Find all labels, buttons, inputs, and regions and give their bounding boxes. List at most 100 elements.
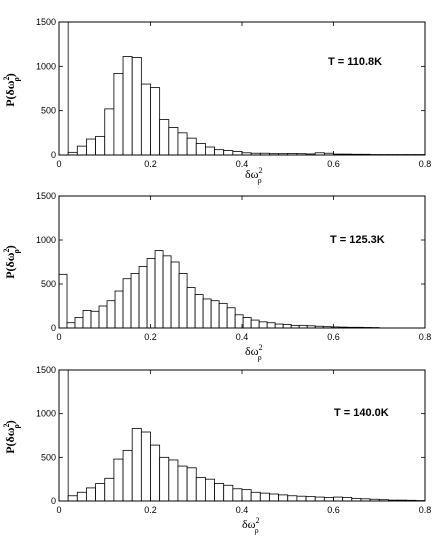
histogram-bar bbox=[150, 87, 161, 156]
x-tick-label: 0.8 bbox=[419, 332, 432, 342]
y-tick-label: 1000 bbox=[36, 409, 56, 419]
x-tick-label: 0.6 bbox=[327, 505, 340, 515]
x-tick-label: 0.4 bbox=[236, 505, 249, 515]
y-label-sup: 2 bbox=[2, 248, 11, 252]
y-tick-label: 1500 bbox=[36, 17, 56, 27]
y-label-sub: ρ bbox=[12, 77, 21, 81]
temperature-annotation: T = 125.3K bbox=[330, 234, 385, 246]
histogram-bar bbox=[223, 484, 234, 502]
x-tick-label: 0 bbox=[56, 332, 61, 342]
histogram-bar bbox=[131, 57, 142, 156]
histogram-bar bbox=[226, 307, 236, 329]
y-label-base: δω bbox=[3, 80, 17, 95]
x-label-base: δω bbox=[242, 517, 256, 531]
histogram-bar bbox=[278, 494, 289, 502]
y-label-suffix: ) bbox=[3, 73, 17, 77]
histogram-bar bbox=[218, 302, 228, 329]
histogram-bar bbox=[178, 273, 188, 329]
temperature-annotation: T = 110.8K bbox=[328, 56, 382, 68]
y-tick-label: 1500 bbox=[36, 365, 56, 375]
histogram-bar bbox=[58, 21, 69, 156]
histogram-bar bbox=[342, 497, 353, 502]
histogram-bar bbox=[98, 305, 108, 329]
histogram-bar bbox=[162, 255, 172, 329]
histogram-bar bbox=[168, 127, 179, 156]
histogram-bar bbox=[214, 483, 225, 502]
histogram-bar bbox=[95, 483, 106, 502]
histogram-bar bbox=[82, 309, 92, 329]
histogram-bar bbox=[90, 310, 100, 329]
histogram-bar bbox=[250, 319, 260, 329]
histogram-bar bbox=[170, 261, 180, 329]
histogram-panel-125-3k: T = 125.3K δω2 ρ P(δω2ρ) 0 0.2 0.4 0.6 0.8050… bbox=[2, 191, 431, 362]
histogram-bar bbox=[323, 497, 334, 502]
histogram-bar bbox=[58, 273, 68, 329]
x-tick-label: 0 bbox=[56, 159, 61, 169]
histogram-bar bbox=[282, 324, 292, 329]
x-label-base: δω bbox=[245, 344, 259, 358]
histogram-bar bbox=[204, 146, 215, 156]
y-tick-label: 500 bbox=[41, 106, 56, 116]
histogram-bar bbox=[177, 132, 188, 156]
histogram-bar bbox=[86, 487, 96, 502]
x-axis-label: δω2 ρ bbox=[245, 166, 263, 185]
histogram-panel-140-0k: T = 140.0K δω2 ρ P(δω2ρ) 0 0.2 0.4 0.6 0.8050… bbox=[2, 365, 431, 535]
y-label-prefix: P( bbox=[3, 442, 17, 453]
x-axis-label: δω2 ρ bbox=[245, 343, 263, 362]
histogram-bar bbox=[333, 496, 344, 502]
histogram-bar bbox=[241, 489, 252, 502]
histogram-bar bbox=[168, 459, 179, 502]
histogram-bar bbox=[113, 458, 124, 502]
histogram-bar bbox=[67, 495, 78, 502]
histogram-bar bbox=[202, 298, 212, 329]
y-tick-label: 1500 bbox=[36, 191, 56, 201]
y-axis-label: P(δω2ρ) bbox=[2, 420, 21, 454]
x-label-sup: 2 bbox=[259, 166, 263, 175]
histogram-bar bbox=[305, 496, 316, 502]
y-label-sub: ρ bbox=[12, 249, 21, 253]
histogram-bar bbox=[113, 73, 124, 156]
histogram-bar bbox=[186, 287, 196, 329]
histogram-bar bbox=[223, 150, 234, 156]
y-label-base: δω bbox=[3, 427, 17, 442]
histogram-bar bbox=[194, 294, 204, 329]
y-label-sup: 2 bbox=[2, 76, 11, 80]
histogram-bar bbox=[122, 278, 132, 329]
y-label-base: δω bbox=[3, 252, 17, 267]
histogram-bar bbox=[138, 265, 148, 329]
histogram-bar bbox=[131, 428, 142, 502]
x-label-sup: 2 bbox=[259, 343, 263, 352]
x-tick-label: 0.2 bbox=[144, 505, 157, 515]
y-label-suffix: ) bbox=[3, 245, 17, 249]
histogram-bar bbox=[122, 449, 133, 502]
y-label-prefix: P( bbox=[3, 95, 17, 106]
x-label-base: δω bbox=[245, 167, 259, 181]
histogram-bar bbox=[122, 56, 133, 156]
x-tick-label: 0.6 bbox=[327, 332, 340, 342]
y-tick-label: 1000 bbox=[36, 235, 56, 245]
histogram-bar bbox=[266, 322, 276, 329]
histogram-bar bbox=[76, 145, 87, 156]
histogram-bar bbox=[95, 135, 106, 156]
histogram-bar bbox=[104, 477, 115, 502]
x-axis-label: δω2 ρ bbox=[242, 516, 260, 535]
histogram-bar bbox=[287, 495, 298, 502]
x-tick-label: 0.4 bbox=[236, 159, 249, 169]
histogram-bar bbox=[159, 456, 170, 502]
y-tick-label: 500 bbox=[41, 279, 56, 289]
y-label-sub: ρ bbox=[12, 424, 21, 428]
histogram-bar bbox=[177, 465, 188, 502]
histogram-bar bbox=[195, 143, 206, 156]
histogram-bar bbox=[214, 149, 225, 156]
histogram-bar bbox=[210, 300, 220, 329]
y-axis-label: P(δω2ρ) bbox=[2, 73, 21, 107]
histogram-bar bbox=[106, 300, 116, 329]
y-tick-label: 500 bbox=[41, 452, 56, 462]
y-tick-label: 0 bbox=[51, 496, 56, 506]
y-label-sup: 2 bbox=[2, 423, 11, 427]
histogram-bar bbox=[74, 317, 84, 329]
histogram-bar bbox=[250, 491, 261, 502]
histogram-bar bbox=[269, 493, 280, 502]
x-label-sup: 2 bbox=[256, 516, 260, 525]
histogram-bar bbox=[186, 137, 197, 156]
